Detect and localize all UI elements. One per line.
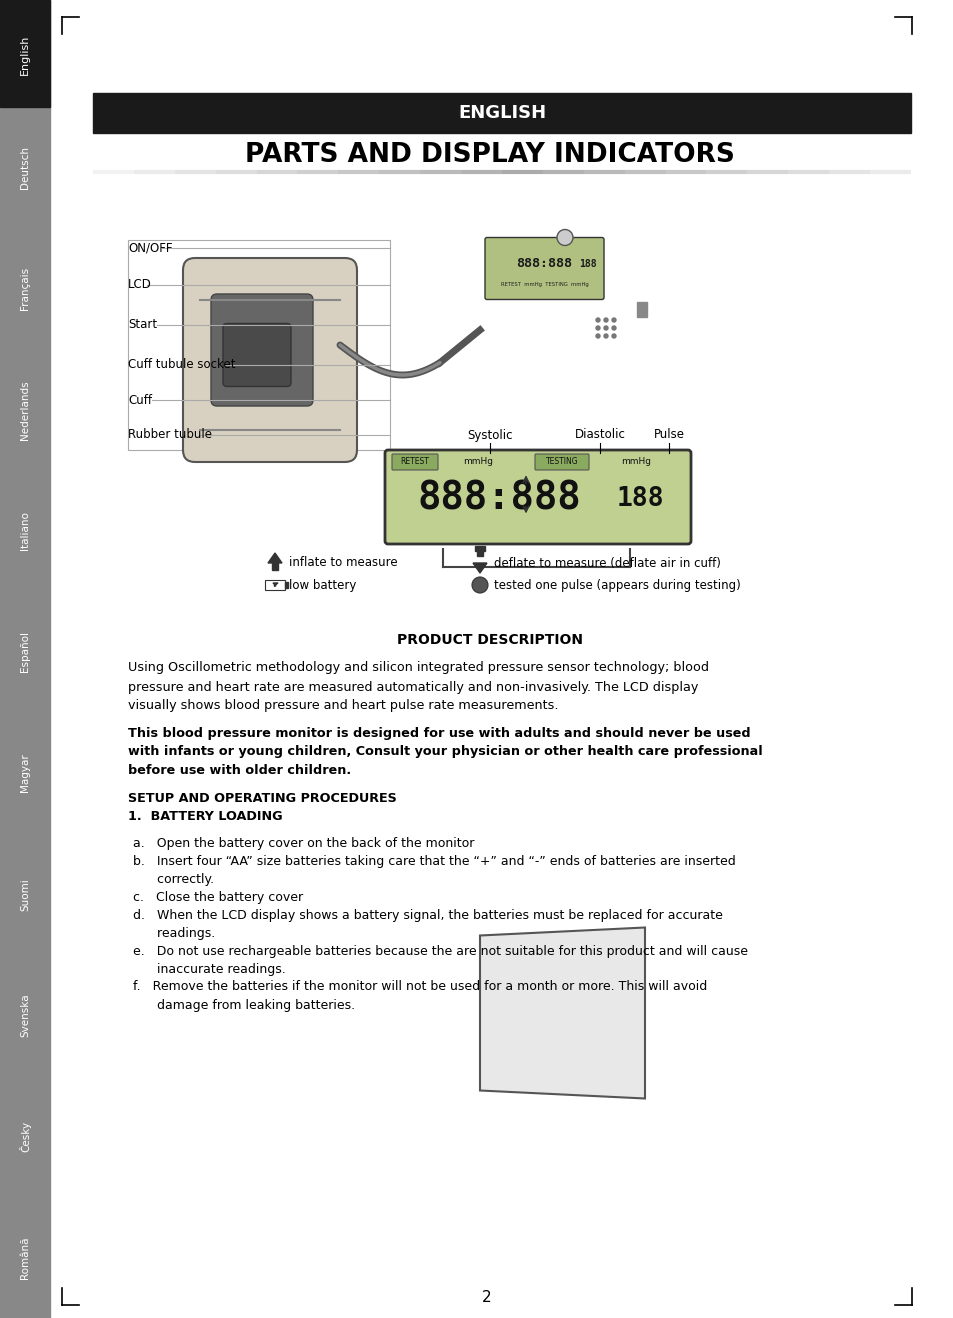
Text: 188: 188 [616, 486, 663, 511]
Text: Deutsch: Deutsch [20, 146, 30, 188]
Text: tested one pulse (appears during testing): tested one pulse (appears during testing… [494, 579, 740, 592]
Circle shape [612, 333, 616, 337]
Text: Română: Română [20, 1236, 30, 1278]
Text: readings.: readings. [132, 927, 215, 940]
Polygon shape [268, 554, 282, 563]
Text: English: English [20, 34, 30, 75]
Bar [285, 583, 288, 588]
Text: before use with older children.: before use with older children. [128, 764, 351, 778]
Polygon shape [473, 563, 486, 573]
Circle shape [596, 333, 599, 337]
Text: RETEST: RETEST [400, 457, 429, 467]
Text: PARTS AND DISPLAY INDICATORS: PARTS AND DISPLAY INDICATORS [245, 142, 734, 167]
Bar [475, 546, 484, 551]
FancyBboxPatch shape [385, 449, 690, 544]
FancyBboxPatch shape [211, 294, 313, 406]
Circle shape [603, 318, 607, 322]
Text: Start: Start [128, 319, 157, 332]
Text: Pulse: Pulse [653, 428, 684, 442]
Text: inaccurate readings.: inaccurate readings. [132, 962, 286, 975]
Text: deflate to measure (deflate air in cuff): deflate to measure (deflate air in cuff) [494, 556, 720, 569]
Text: e.   Do not use rechargeable batteries because the are not suitable for this pro: e. Do not use rechargeable batteries bec… [132, 945, 747, 957]
Text: Français: Français [20, 268, 30, 310]
Text: low battery: low battery [289, 579, 356, 592]
Bar [272, 563, 277, 569]
Text: 2: 2 [481, 1290, 492, 1306]
Text: Cuff: Cuff [128, 394, 152, 406]
Text: d.   When the LCD display shows a battery signal, the batteries must be replaced: d. When the LCD display shows a battery … [132, 908, 722, 921]
Circle shape [612, 326, 616, 330]
Bar [265, 580, 285, 590]
Text: Magyar: Magyar [20, 754, 30, 792]
FancyBboxPatch shape [535, 453, 588, 471]
Polygon shape [273, 583, 277, 587]
Bar [476, 550, 482, 556]
Text: Diastolic: Diastolic [574, 428, 625, 442]
Circle shape [557, 229, 573, 245]
Circle shape [472, 577, 488, 593]
FancyBboxPatch shape [183, 258, 356, 463]
Text: Rubber tubule: Rubber tubule [128, 428, 212, 442]
Text: SETUP AND OPERATING PROCEDURES: SETUP AND OPERATING PROCEDURES [128, 792, 396, 804]
Circle shape [603, 333, 607, 337]
Bar [0, 0, 50, 1318]
Text: inflate to measure: inflate to measure [289, 556, 397, 569]
Text: TESTING: TESTING [545, 457, 578, 467]
Text: RETEST  mmHg  TESTING  mmHg: RETEST mmHg TESTING mmHg [500, 282, 588, 287]
Circle shape [596, 326, 599, 330]
Circle shape [612, 318, 616, 322]
Text: Svenska: Svenska [20, 994, 30, 1037]
Bar [92, 94, 910, 133]
Text: with infants or young children, Consult your physician or other health care prof: with infants or young children, Consult … [128, 746, 762, 758]
Bar [637, 302, 646, 318]
Text: This blood pressure monitor is designed for use with adults and should never be : This blood pressure monitor is designed … [128, 726, 750, 739]
Text: 188: 188 [578, 258, 597, 269]
Text: pressure and heart rate are measured automatically and non-invasively. The LCD d: pressure and heart rate are measured aut… [128, 680, 698, 693]
Circle shape [596, 318, 599, 322]
Text: mmHg: mmHg [620, 457, 650, 467]
Text: PRODUCT DESCRIPTION: PRODUCT DESCRIPTION [396, 633, 582, 647]
Text: Italiano: Italiano [20, 511, 30, 551]
Text: Cuff tubule socket: Cuff tubule socket [128, 358, 235, 372]
Text: LCD: LCD [128, 278, 152, 291]
FancyBboxPatch shape [392, 453, 437, 471]
Text: Using Oscillometric methodology and silicon integrated pressure sensor technolog: Using Oscillometric methodology and sili… [128, 662, 708, 675]
Text: a.   Open the battery cover on the back of the monitor: a. Open the battery cover on the back of… [132, 837, 474, 850]
Text: 888:888: 888:888 [416, 480, 580, 518]
Polygon shape [479, 928, 644, 1098]
Text: visually shows blood pressure and heart pulse rate measurements.: visually shows blood pressure and heart … [128, 700, 558, 713]
Bar [128, 240, 390, 449]
FancyBboxPatch shape [484, 237, 603, 299]
Text: ENGLISH: ENGLISH [457, 104, 545, 123]
Text: c.   Close the battery cover: c. Close the battery cover [132, 891, 303, 904]
FancyBboxPatch shape [223, 323, 291, 386]
Text: f.   Remove the batteries if the monitor will not be used for a month or more. T: f. Remove the batteries if the monitor w… [132, 981, 706, 994]
Text: Suomi: Suomi [20, 878, 30, 911]
Text: b.   Insert four “AA” size batteries taking care that the “+” and “-” ends of ba: b. Insert four “AA” size batteries takin… [132, 854, 735, 867]
Text: 1.  BATTERY LOADING: 1. BATTERY LOADING [128, 811, 282, 824]
Text: Nederlands: Nederlands [20, 380, 30, 440]
Text: ON/OFF: ON/OFF [128, 241, 172, 254]
Text: mmHg: mmHg [462, 457, 493, 467]
Text: Systolic: Systolic [467, 428, 512, 442]
Circle shape [603, 326, 607, 330]
Text: Español: Español [20, 631, 30, 672]
Text: 888:888: 888:888 [516, 257, 572, 270]
Bar [0, 0, 50, 107]
Text: correctly.: correctly. [132, 873, 213, 886]
Text: damage from leaking batteries.: damage from leaking batteries. [132, 999, 355, 1011]
Text: Česky: Česky [19, 1120, 30, 1152]
